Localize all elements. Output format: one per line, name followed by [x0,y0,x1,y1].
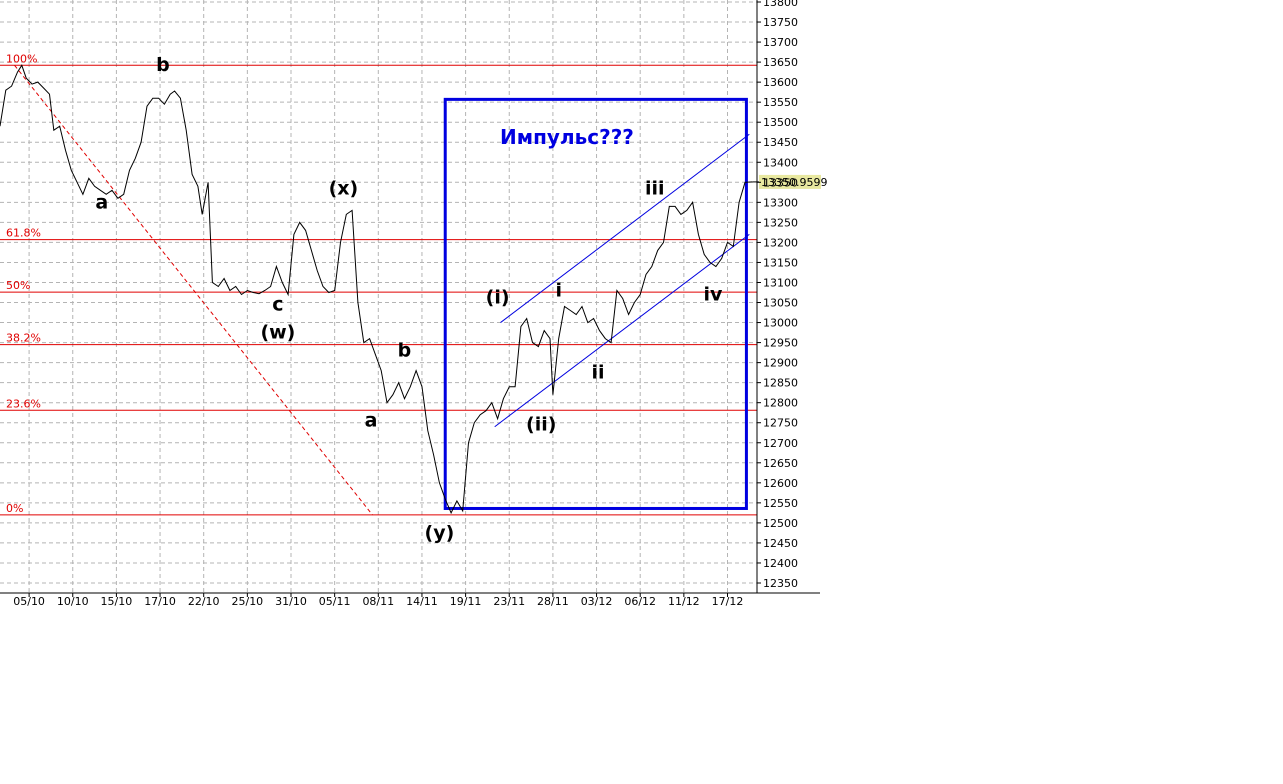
x-tick-label: 17/12 [712,595,744,608]
y-tick-label: 12450 [763,537,798,550]
wave-label: ii [591,362,604,384]
y-tick-label: 13400 [763,156,798,169]
x-tick-label: 11/12 [668,595,700,608]
y-tick-label: 13250 [763,216,798,229]
y-tick-label: 13200 [763,236,798,249]
x-tick-label: 10/10 [57,595,89,608]
y-tick-label: 13550 [763,96,798,109]
wave-label: c [272,294,283,316]
x-tick-label: 03/12 [581,595,613,608]
fib-level-label: 38.2% [6,332,41,345]
wave-label: b [398,340,412,362]
fib-level-label: 23.6% [6,397,41,410]
y-tick-label: 13700 [763,36,798,49]
y-tick-label: 12750 [763,417,798,430]
price-line [0,65,752,513]
x-tick-label: 25/10 [231,595,263,608]
x-tick-label: 15/10 [101,595,133,608]
wave-label: a [365,410,378,432]
y-tick-label: 13600 [763,76,798,89]
x-tick-label: 14/11 [406,595,438,608]
x-tick-label: 08/11 [362,595,394,608]
y-tick-label: 12950 [763,337,798,350]
wave-label: (x) [329,177,359,199]
wave-label: (i) [486,286,510,308]
x-tick-label: 22/10 [188,595,220,608]
x-tick-label: 28/11 [537,595,569,608]
diagonal-dashed-line [15,65,373,515]
grid [0,0,757,593]
wave-label: b [156,54,170,76]
y-tick-label: 13650 [763,56,798,69]
y-tick-label: 13500 [763,116,798,129]
fib-level-label: 61.8% [6,227,41,240]
impulse-annotation: Импульс??? [500,125,634,149]
wave-label: i [555,280,562,302]
y-tick-label: 12650 [763,457,798,470]
y-tick-label: 13050 [763,297,798,310]
x-tick-label: 05/11 [319,595,351,608]
y-tick-label: 12400 [763,557,798,570]
y-tick-label: 12700 [763,437,798,450]
axes: 12350 12400 12450 12500 12550 12600 12650 12700… [0,0,820,608]
y-tick-label: 12900 [763,357,798,370]
x-tick-label: 19/11 [450,595,482,608]
y-tick-label: 12800 [763,397,798,410]
y-tick-label: 13300 [763,196,798,209]
y-tick-label: 12550 [763,497,798,510]
y-tick-label: 12500 [763,517,798,530]
fib-level-label: 100% [6,52,37,65]
x-tick-label: 23/11 [493,595,525,608]
y-tick-label: 12350 [763,577,798,590]
wave-label: (y) [425,522,455,544]
y-tick-label: 13350 [763,176,798,189]
wave-label: iii [645,177,665,199]
wave-label: (ii) [526,414,556,436]
wave-label: iv [703,284,723,306]
x-tick-label: 17/10 [144,595,176,608]
y-tick-label: 13000 [763,317,798,330]
y-tick-label: 13750 [763,16,798,29]
wave-label: (w) [260,322,295,344]
wave-label: a [95,191,108,213]
y-tick-label: 12850 [763,377,798,390]
diagonal-line [15,65,373,515]
fib-level-label: 0% [6,502,23,515]
x-tick-label: 31/10 [275,595,307,608]
y-tick-label: 13150 [763,256,798,269]
x-tick-label: 06/12 [624,595,656,608]
y-tick-label: 13800 [763,0,798,9]
fib-level-label: 50% [6,279,30,292]
y-tick-label: 13100 [763,276,798,289]
y-tick-label: 12600 [763,477,798,490]
y-tick-label: 13450 [763,136,798,149]
x-tick-label: 05/10 [13,595,45,608]
